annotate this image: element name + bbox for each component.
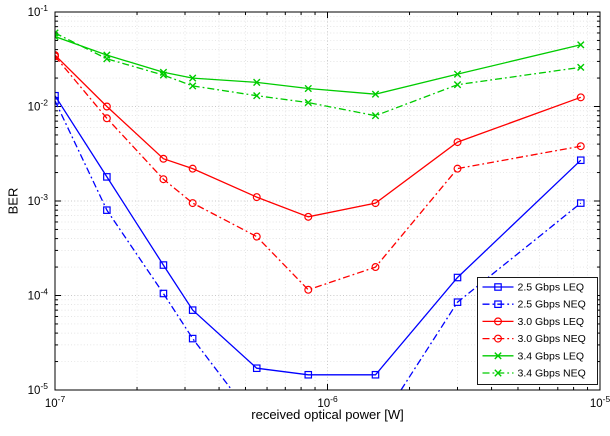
marker-circle xyxy=(371,199,380,208)
marker-circle xyxy=(304,285,313,294)
marker-x xyxy=(577,63,585,71)
y-axis-label: BER xyxy=(5,187,21,215)
marker-circle xyxy=(494,334,503,343)
x-axis-label: received optical power [W] xyxy=(251,407,404,422)
marker-square xyxy=(103,173,111,181)
series-layer xyxy=(55,29,585,433)
legend-entry: 3.4 Gbps LEQ xyxy=(482,350,585,362)
marker-circle xyxy=(188,199,197,208)
legend-entry: 3.0 Gbps LEQ xyxy=(482,316,585,328)
marker-square xyxy=(55,91,59,100)
legend-label: 3.4 Gbps LEQ xyxy=(518,350,585,362)
marker-square xyxy=(159,289,168,298)
legend-box xyxy=(477,277,598,385)
marker-square xyxy=(188,306,197,314)
marker-x xyxy=(304,98,312,107)
marker-circle xyxy=(55,52,59,61)
tick-label: 10-5 xyxy=(28,381,49,397)
marker-circle xyxy=(159,175,168,184)
marker-circle xyxy=(102,102,111,111)
marker-square xyxy=(576,199,585,207)
marker-x xyxy=(371,90,380,98)
tick-label: 10-5 xyxy=(590,394,610,410)
marker-square xyxy=(55,96,59,105)
marker-square xyxy=(252,364,261,373)
marker-circle xyxy=(453,138,462,147)
series-line-2-5-gbps-leq xyxy=(55,95,582,376)
marker-circle xyxy=(252,193,261,202)
y-tick-labels: 10-5 10-4 10-3 10-2 10-1 xyxy=(28,3,49,397)
marker-square xyxy=(371,370,380,379)
marker-x xyxy=(253,78,261,87)
series-3-0-gbps-leq xyxy=(55,51,585,221)
legend-label: 3.0 Gbps NEQ xyxy=(518,333,586,345)
marker-circle xyxy=(494,317,503,326)
marker-x xyxy=(371,111,380,120)
marker-square xyxy=(159,261,168,269)
marker-square xyxy=(576,156,585,165)
marker-x xyxy=(494,369,502,377)
marker-circle xyxy=(304,212,313,221)
legend-label: 2.5 Gbps NEQ xyxy=(518,299,586,311)
marker-x xyxy=(188,82,197,90)
marker-x xyxy=(453,70,462,78)
marker-square xyxy=(453,298,462,306)
marker-square xyxy=(304,370,313,379)
marker-x xyxy=(453,81,462,89)
tick-label: 10-4 xyxy=(28,287,49,303)
marker-square xyxy=(372,427,378,433)
plot-box xyxy=(54,11,601,391)
legend: 2.5 Gbps LEQ 2.5 Gbps NEQ 3.0 Gbps LEQ 3.0 … xyxy=(477,277,598,385)
tick-label: 10-1 xyxy=(28,3,49,19)
tick-label: 10-6 xyxy=(317,394,338,410)
marker-circle xyxy=(188,164,197,173)
marker-square xyxy=(103,206,111,214)
marker-square xyxy=(494,300,502,309)
marker-circle xyxy=(102,114,111,123)
legend-entry: 3.0 Gbps NEQ xyxy=(482,333,586,345)
marker-x xyxy=(55,29,59,37)
series-line-3-0-gbps-neq xyxy=(55,55,581,291)
series-3-4-gbps-neq xyxy=(55,29,585,120)
tick-label: 10-7 xyxy=(45,394,66,410)
series-2-5-gbps-neq xyxy=(55,96,585,433)
legend-entry: 2.5 Gbps LEQ xyxy=(482,282,585,294)
tick-label: 10-2 xyxy=(28,98,49,114)
marker-circle xyxy=(576,142,585,151)
marker-x xyxy=(253,92,261,100)
legend-entry: 3.4 Gbps NEQ xyxy=(482,368,586,380)
series-line-3-0-gbps-leq xyxy=(55,54,582,218)
legend-label: 3.4 Gbps NEQ xyxy=(518,368,586,380)
marker-x xyxy=(188,74,197,82)
series-3-0-gbps-neq xyxy=(55,52,585,294)
marker-circle xyxy=(576,93,585,102)
marker-circle xyxy=(159,154,168,163)
marker-square xyxy=(453,273,462,282)
series-2-5-gbps-leq xyxy=(55,91,585,379)
marker-x xyxy=(304,84,312,93)
tick-label: 10-3 xyxy=(28,192,49,208)
x-tick-labels: 10-7 10-6 10-5 xyxy=(45,394,610,410)
marker-circle xyxy=(453,164,462,173)
series-line-2-5-gbps-neq xyxy=(55,100,582,390)
marker-x xyxy=(103,55,111,63)
marker-x xyxy=(494,352,502,360)
legend-label: 3.0 Gbps LEQ xyxy=(518,316,585,328)
marker-square xyxy=(494,283,502,291)
marker-x xyxy=(159,71,168,79)
marker-square xyxy=(188,334,197,343)
marker-x xyxy=(577,41,585,49)
marker-circle xyxy=(371,263,380,272)
legend-label: 2.5 Gbps LEQ xyxy=(518,282,585,294)
marker-circle xyxy=(252,232,261,241)
legend-entry: 2.5 Gbps NEQ xyxy=(482,299,586,311)
